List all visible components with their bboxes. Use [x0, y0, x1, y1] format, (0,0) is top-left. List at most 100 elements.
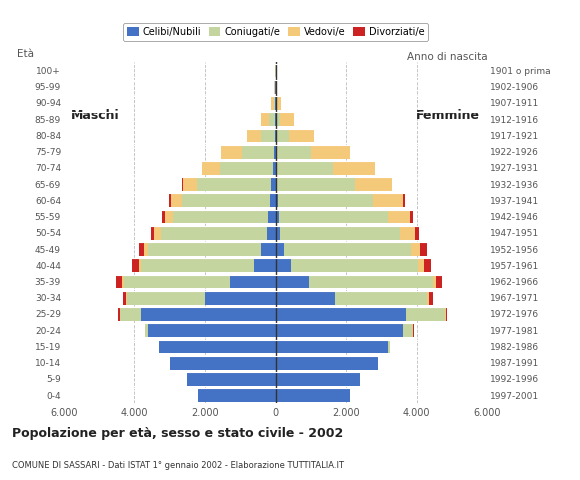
Bar	[269, 210, 276, 224]
Bar	[126, 291, 128, 305]
Bar	[333, 161, 375, 175]
Bar	[139, 258, 142, 272]
Bar	[139, 242, 144, 256]
Bar	[122, 275, 124, 288]
Bar	[389, 339, 390, 353]
Bar	[144, 242, 148, 256]
Bar	[182, 177, 183, 191]
Bar	[276, 161, 333, 175]
Text: Anno di nascita: Anno di nascita	[407, 52, 487, 62]
Bar	[273, 161, 276, 175]
Bar	[172, 193, 182, 207]
Bar	[276, 145, 311, 158]
Bar	[165, 210, 173, 224]
Bar	[276, 291, 335, 305]
Bar	[120, 307, 142, 321]
Bar	[335, 291, 427, 305]
Bar	[230, 275, 276, 288]
Bar	[221, 145, 242, 158]
Bar	[162, 210, 165, 224]
Text: Popolazione per età, sesso e stato civile - 2002: Popolazione per età, sesso e stato civil…	[12, 427, 343, 440]
Bar	[403, 323, 413, 337]
Bar	[254, 258, 276, 272]
Bar	[276, 177, 277, 191]
Bar	[445, 307, 447, 321]
Bar	[423, 258, 432, 272]
Bar	[269, 112, 276, 126]
Bar	[169, 193, 172, 207]
Bar	[276, 242, 284, 256]
Bar	[274, 96, 276, 110]
Bar	[354, 177, 392, 191]
Bar	[270, 193, 276, 207]
Bar	[280, 112, 293, 126]
Bar	[276, 210, 278, 224]
Bar	[276, 112, 280, 126]
Bar	[187, 372, 276, 386]
Bar	[261, 112, 269, 126]
Bar	[274, 80, 275, 94]
Bar	[415, 226, 419, 240]
Bar	[148, 242, 262, 256]
Bar	[311, 145, 350, 158]
Bar	[420, 242, 426, 256]
Bar	[198, 388, 276, 402]
Bar	[309, 275, 433, 288]
Bar	[388, 210, 410, 224]
Bar	[418, 258, 423, 272]
Bar	[406, 307, 445, 321]
Bar	[411, 242, 420, 256]
Bar	[276, 80, 277, 94]
Bar	[291, 258, 418, 272]
Bar	[289, 129, 314, 143]
Bar	[124, 275, 230, 288]
Bar	[276, 356, 378, 370]
Bar	[145, 323, 148, 337]
Bar	[262, 242, 275, 256]
Bar	[276, 339, 389, 353]
Bar	[436, 275, 442, 288]
Bar	[278, 210, 388, 224]
Bar	[400, 226, 415, 240]
Bar	[261, 129, 275, 143]
Bar	[267, 226, 276, 240]
Bar	[197, 177, 271, 191]
Bar	[403, 193, 405, 207]
Bar	[284, 242, 411, 256]
Bar	[410, 210, 413, 224]
Bar	[128, 291, 205, 305]
Bar	[276, 129, 289, 143]
Bar	[276, 323, 403, 337]
Text: Femmine: Femmine	[416, 109, 480, 122]
Bar	[271, 96, 274, 110]
Bar	[276, 226, 280, 240]
Bar	[276, 275, 309, 288]
Bar	[154, 226, 161, 240]
Legend: Celibi/Nubili, Coniugati/e, Vedovi/e, Divorziati/e: Celibi/Nubili, Coniugati/e, Vedovi/e, Di…	[123, 23, 428, 41]
Bar	[433, 275, 436, 288]
Bar	[151, 226, 154, 240]
Bar	[276, 258, 291, 272]
Bar	[276, 96, 277, 110]
Bar	[427, 291, 429, 305]
Bar	[271, 177, 275, 191]
Bar	[142, 307, 276, 321]
Bar	[169, 356, 276, 370]
Bar	[276, 307, 406, 321]
Bar	[277, 177, 354, 191]
Bar	[248, 129, 261, 143]
Bar	[148, 323, 276, 337]
Bar	[277, 96, 281, 110]
Text: Maschi: Maschi	[71, 109, 119, 122]
Bar	[118, 307, 120, 321]
Bar	[205, 291, 276, 305]
Bar	[274, 145, 276, 158]
Bar	[242, 145, 274, 158]
Bar	[373, 193, 403, 207]
Bar	[117, 275, 122, 288]
Bar	[123, 291, 126, 305]
Bar	[278, 193, 373, 207]
Bar	[173, 210, 269, 224]
Text: Età: Età	[17, 49, 34, 59]
Bar	[276, 372, 360, 386]
